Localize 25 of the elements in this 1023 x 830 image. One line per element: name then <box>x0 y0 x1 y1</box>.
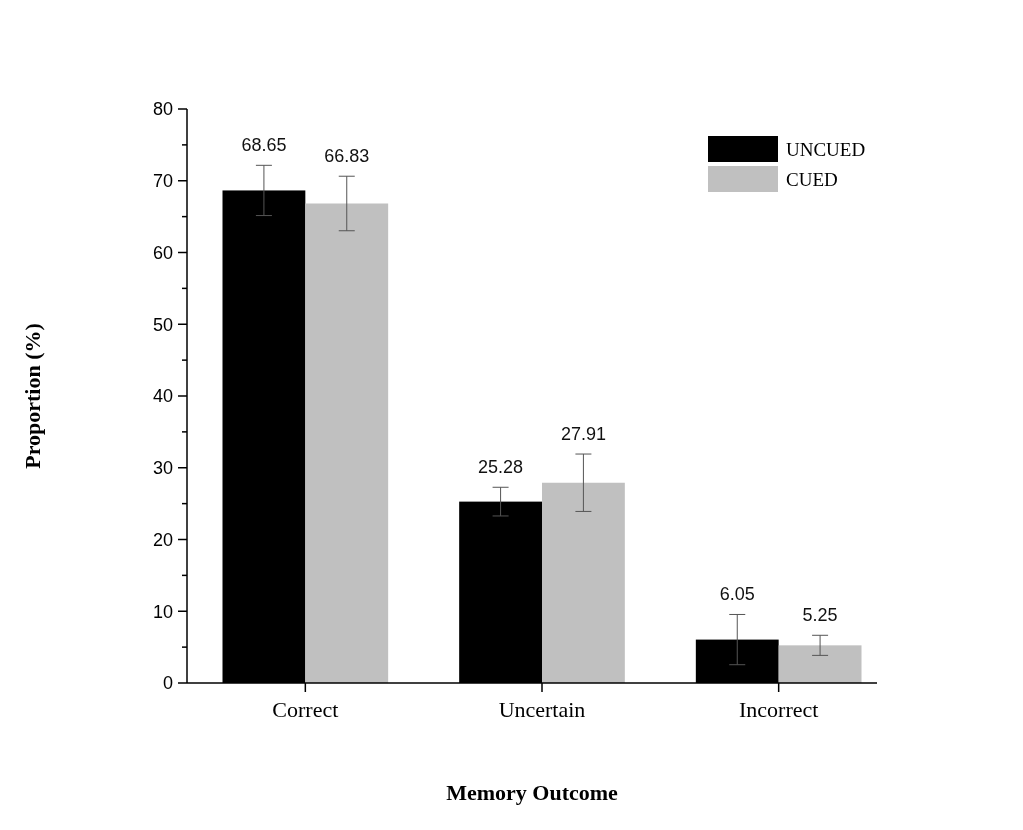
y-tick-label: 70 <box>152 171 173 192</box>
x-axis-title: Memory Outcome <box>446 780 619 805</box>
y-tick-label: 60 <box>152 242 173 263</box>
y-tick-label: 0 <box>162 673 173 694</box>
y-axis-title: Proportion (%) <box>20 323 45 469</box>
y-tick-label: 50 <box>152 314 173 335</box>
y-tick-label: 20 <box>152 529 173 550</box>
bar <box>305 203 389 683</box>
data-label: 25.28 <box>478 457 524 478</box>
data-label: 5.25 <box>802 605 838 626</box>
y-tick-label: 40 <box>152 386 173 407</box>
data-label: 68.65 <box>241 135 287 156</box>
legend-label: CUED <box>786 168 838 190</box>
x-tick-label: Correct <box>272 697 339 722</box>
bar <box>542 482 625 683</box>
bar <box>778 645 862 683</box>
y-tick-label: 10 <box>152 601 173 622</box>
y-tick-label: 80 <box>152 99 173 120</box>
x-tick-label: Incorrect <box>738 697 819 722</box>
data-label: 66.83 <box>324 146 370 167</box>
x-tick-label: Uncertain <box>498 697 586 722</box>
legend-label: UNCUED <box>786 138 866 160</box>
data-label: 27.91 <box>560 424 606 445</box>
data-label: 6.05 <box>719 584 755 605</box>
y-tick-label: 30 <box>152 458 173 479</box>
